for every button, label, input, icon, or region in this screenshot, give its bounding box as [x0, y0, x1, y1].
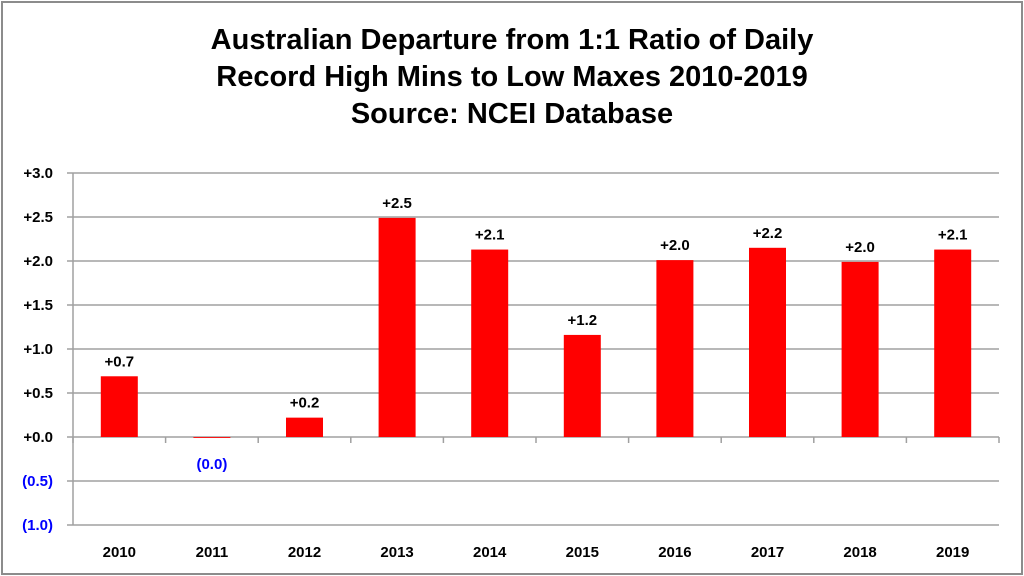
bar-2012: [286, 417, 323, 437]
y-tick-label: +2.5: [23, 209, 53, 226]
data-label-2010: +0.7: [104, 353, 134, 370]
x-tick-label-2012: 2012: [288, 544, 321, 561]
data-label-2011: (0.0): [196, 456, 227, 473]
data-label-2015: +1.2: [567, 312, 597, 329]
data-label-2017: +2.2: [753, 225, 783, 242]
x-tick-label-2018: 2018: [843, 544, 876, 561]
bar-2010: [100, 376, 138, 437]
y-tick-label: +2.0: [23, 253, 53, 270]
x-tick-label-2016: 2016: [658, 544, 691, 561]
bar-2017: [749, 247, 786, 437]
title-line-3: Source: NCEI Database: [350, 98, 674, 130]
x-tick-label-2010: 2010: [103, 544, 136, 561]
bar-2011: [193, 437, 231, 438]
bar-2015: [563, 334, 601, 437]
y-tick-label: +1.0: [23, 341, 53, 358]
x-tick-label-2017: 2017: [751, 544, 784, 561]
data-label-2019: +2.1: [938, 227, 968, 244]
data-label-2014: +2.1: [475, 227, 505, 244]
bar-2014: [471, 249, 509, 437]
x-tick-label-2014: 2014: [473, 544, 507, 561]
y-tick-label: (1.0): [22, 517, 53, 534]
x-tick-label-2013: 2013: [380, 544, 413, 561]
x-tick-label-2011: 2011: [196, 544, 229, 561]
data-label-2013: +2.5: [382, 195, 412, 212]
bar-2018: [841, 261, 879, 437]
y-tick-label: +0.5: [23, 385, 53, 402]
data-label-2018: +2.0: [845, 239, 875, 256]
bar-2013: [378, 217, 416, 437]
y-tick-label: +3.0: [23, 165, 53, 182]
title-line-2: Record High Mins to Low Maxes 2010-2019: [216, 61, 808, 93]
title-line-1: Australian Departure from 1:1 Ratio of D…: [210, 24, 814, 56]
chart-title: Australian Departure from 1:1 Ratio of D…: [0, 22, 1024, 133]
y-tick-label: +1.5: [23, 297, 53, 314]
bar-2019: [934, 249, 972, 437]
x-tick-label-2015: 2015: [566, 544, 599, 561]
bar-2016: [656, 260, 694, 437]
x-tick-label-2019: 2019: [936, 544, 969, 561]
y-tick-label: (0.5): [22, 473, 53, 490]
y-tick-label: +0.0: [23, 429, 53, 446]
data-label-2012: +0.2: [290, 395, 320, 412]
data-label-2016: +2.0: [660, 237, 690, 254]
